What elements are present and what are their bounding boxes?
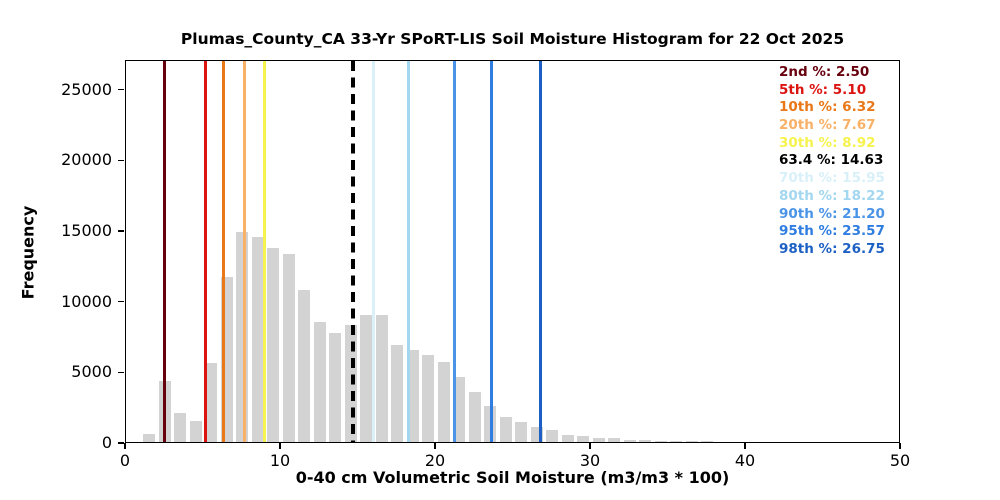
current-percentile-dashed-line [351,61,355,442]
legend-entry: 30th %: 8.92 [779,134,876,151]
legend-entry: 80th %: 18.22 [779,187,885,204]
legend-entry: 70th %: 15.95 [779,170,885,187]
histogram-bar [375,314,388,442]
y-tick-label: 10000 [61,291,112,311]
percentile-legend: 2nd %: 2.50 5th %: 5.10 10th %: 6.32 20th %… [779,64,885,259]
y-axis-label: Frequency [18,205,38,300]
histogram-bar [670,441,683,442]
percentile-line [243,61,247,442]
legend-entry: 98th %: 26.75 [779,240,885,257]
y-tick [118,371,124,374]
histogram-bar [236,231,249,442]
y-tick-label: 25000 [61,79,112,99]
histogram-bar [499,416,512,442]
histogram-bar [391,344,404,442]
histogram-bar [577,436,590,442]
chart-title: Plumas_County_CA 33-Yr SPoRT-LIS Soil Mo… [180,30,845,48]
histogram-bar [189,420,202,442]
percentile-line [163,61,167,442]
percentile-line [406,61,410,442]
histogram-bar [422,354,435,442]
percentile-line [262,61,266,442]
histogram-bar [654,441,667,442]
percentile-line [203,61,207,442]
percentile-line [222,61,226,442]
x-tick-label: 30 [579,451,601,470]
histogram-bar [453,377,466,442]
histogram-bar [639,439,652,442]
legend-entry: 5th %: 5.10 [779,81,867,98]
histogram-bar [685,441,698,442]
y-tick [118,300,124,303]
histogram-bar [174,413,187,442]
histogram-bar [561,434,574,442]
plot-area [125,60,900,443]
x-axis-label: 0-40 cm Volumetric Soil Moisture (m3/m3 … [295,468,730,487]
y-tick-label: 15000 [61,221,112,240]
y-tick-label: 20000 [61,150,112,170]
histogram-bar [298,290,311,442]
percentile-line [371,61,375,442]
y-tick [118,159,124,162]
histogram-bar [143,434,156,442]
histogram-bar [701,441,714,442]
x-tick-label: 10 [269,451,291,470]
x-tick [744,443,746,449]
histogram-bar [360,314,373,442]
legend-entry: 2nd %: 2.50 [779,64,870,80]
legend-entry: 20th %: 7.67 [779,117,876,134]
histogram-bar [251,237,264,442]
histogram-bar [592,438,605,442]
legend-entry: 63.4 %: 14.63 [779,152,884,169]
y-tick [118,88,124,91]
y-tick [118,442,124,444]
percentile-line [489,61,493,442]
histogram-bar [437,361,450,442]
histogram-bar [282,254,295,442]
legend-entry: 90th %: 21.20 [779,205,885,222]
y-tick [118,230,124,232]
x-tick [589,443,591,449]
x-tick [124,443,126,449]
histogram-bar [313,322,326,442]
percentile-line [453,61,457,442]
y-tick-label: 5000 [71,362,112,382]
y-tick-label: 0 [101,433,112,452]
histogram-bar [267,248,280,442]
histogram-bar [468,392,481,442]
histogram-bar [546,430,559,442]
x-tick [279,443,281,449]
x-tick-label: 50 [889,451,911,470]
x-tick-label: 20 [424,451,446,470]
legend-entry: 10th %: 6.32 [779,99,876,116]
percentile-line [539,61,543,442]
histogram-bar [623,440,636,442]
histogram-bar [608,438,621,442]
histogram-bar [515,422,528,442]
x-tick-label: 40 [734,451,756,470]
histogram-bar [329,333,342,442]
x-tick [899,443,901,449]
x-tick [434,443,436,449]
legend-entry: 95th %: 23.57 [779,223,885,240]
histogram-bar [205,362,218,442]
x-tick-label: 0 [119,451,131,470]
